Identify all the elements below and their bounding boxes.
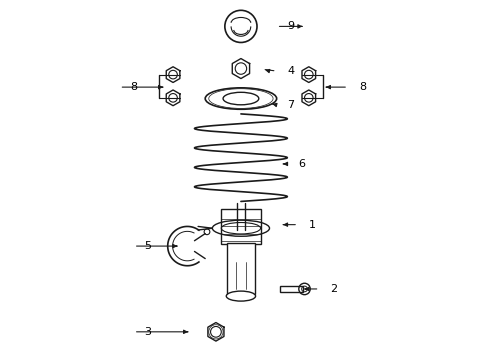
Text: 2: 2: [329, 284, 337, 294]
Text: 5: 5: [144, 241, 151, 251]
Ellipse shape: [226, 291, 255, 301]
Bar: [280, 286, 303, 292]
Text: 9: 9: [287, 21, 294, 31]
Bar: [226, 243, 255, 294]
Bar: [221, 208, 260, 244]
Text: 6: 6: [298, 159, 305, 169]
Text: 4: 4: [287, 66, 294, 76]
Text: 3: 3: [144, 327, 151, 337]
Text: 8: 8: [358, 82, 365, 92]
Text: 7: 7: [287, 100, 294, 110]
Text: 8: 8: [130, 82, 137, 92]
Text: 1: 1: [308, 220, 315, 230]
